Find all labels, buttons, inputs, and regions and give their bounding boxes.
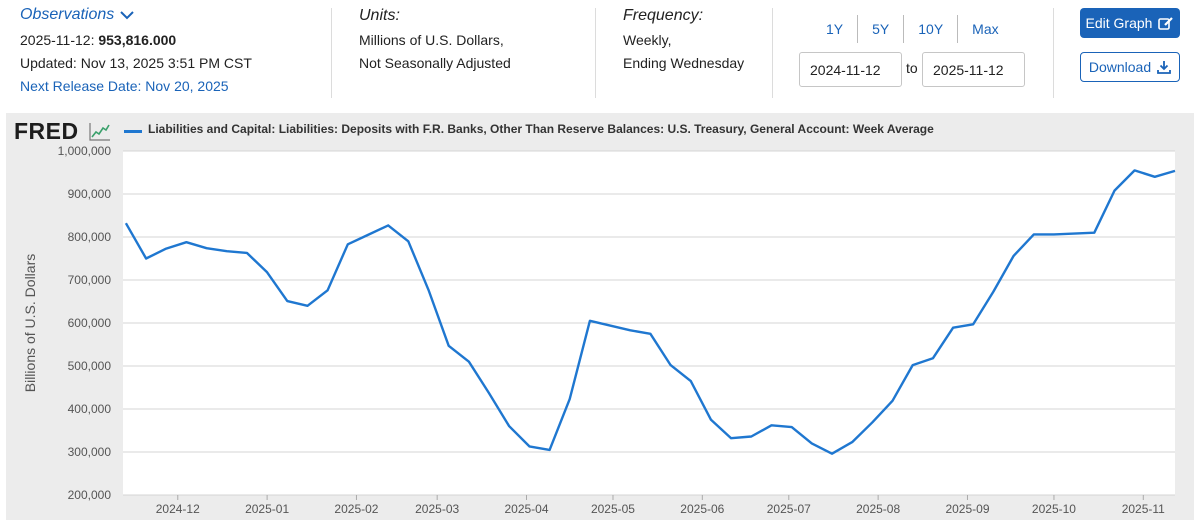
line-chart: Billions of U.S. Dollars 200,000 300,000 4… — [22, 144, 1176, 516]
y-tick-label: 700,000 — [68, 273, 112, 287]
range-max-button[interactable]: Max — [972, 21, 999, 37]
range-1y-button[interactable]: 1Y — [812, 15, 859, 43]
updated-text: Updated: Nov 13, 2025 3:51 PM CST — [20, 55, 252, 71]
legend-text: Liabilities and Capital: Liabilities: De… — [148, 122, 934, 136]
units-line-1: Millions of U.S. Dollars, — [359, 32, 504, 48]
frequency-block: Frequency: Weekly, Ending Wednesday — [623, 6, 744, 75]
divider — [1053, 8, 1054, 98]
y-tick-label: 300,000 — [68, 445, 112, 459]
start-date-input[interactable] — [799, 52, 902, 87]
end-date-input[interactable] — [922, 52, 1025, 87]
x-tick-label: 2025-11 — [1122, 502, 1165, 516]
divider — [772, 8, 773, 98]
observations-toggle[interactable]: Observations — [20, 6, 252, 24]
y-tick-label: 200,000 — [68, 488, 112, 502]
download-button[interactable]: Download — [1080, 52, 1180, 82]
latest-observation-date: 2025-11-12: — [20, 32, 95, 48]
frequency-line-2: Ending Wednesday — [623, 55, 745, 71]
y-tick-label: 1,000,000 — [58, 144, 112, 158]
edit-graph-button[interactable]: Edit Graph — [1080, 8, 1180, 38]
divider — [595, 8, 596, 98]
frequency-title: Frequency: — [623, 7, 704, 24]
next-release-link[interactable]: Next Release Date: Nov 20, 2025 — [20, 78, 229, 94]
x-tick-label: 2025-10 — [1032, 502, 1076, 516]
fred-logo: FRED — [14, 118, 79, 144]
fred-chart-icon — [89, 123, 110, 141]
observations-title: Observations — [20, 6, 115, 23]
latest-observation: 2025-11-12: 953,816.000 — [20, 29, 252, 52]
x-tick-label: 2025-09 — [945, 502, 989, 516]
download-icon — [1157, 61, 1172, 74]
range-5y-button[interactable]: 5Y — [858, 15, 905, 43]
edit-graph-label: Edit Graph — [1085, 15, 1153, 31]
y-tick-label: 600,000 — [68, 316, 112, 330]
x-tick-label: 2025-05 — [591, 502, 635, 516]
observations-block: Observations 2025-11-12: 953,816.000 Upd… — [20, 6, 252, 98]
range-10y-button[interactable]: 10Y — [904, 15, 959, 43]
units-block: Units: Millions of U.S. Dollars, Not Sea… — [359, 6, 511, 75]
x-tick-label: 2025-04 — [504, 502, 548, 516]
date-range-to-label: to — [906, 60, 918, 76]
legend-swatch — [124, 130, 142, 133]
x-tick-label: 2025-07 — [767, 502, 811, 516]
range-selector: 1Y 5Y 10Y Max — [812, 15, 1013, 43]
y-tick-label: 500,000 — [68, 359, 112, 373]
units-line-2: Not Seasonally Adjusted — [359, 55, 511, 71]
x-tick-label: 2025-03 — [415, 502, 459, 516]
observation-header: Observations 2025-11-12: 953,816.000 Upd… — [0, 0, 1199, 105]
x-tick-label: 2025-02 — [334, 502, 378, 516]
y-tick-label: 900,000 — [68, 187, 112, 201]
edit-icon — [1158, 16, 1174, 30]
download-label: Download — [1088, 59, 1152, 75]
y-tick-label: 800,000 — [68, 230, 112, 244]
units-title: Units: — [359, 7, 400, 24]
x-tick-label: 2025-06 — [680, 502, 724, 516]
latest-observation-value: 953,816.000 — [98, 32, 177, 48]
x-tick-label: 2025-01 — [245, 502, 289, 516]
x-tick-label: 2025-08 — [856, 502, 900, 516]
y-tick-label: 400,000 — [68, 402, 112, 416]
series-line — [124, 169, 1176, 455]
frequency-line-1: Weekly, — [623, 32, 672, 48]
chart-panel: FRED Liabilities and Capital: Liabilitie… — [6, 113, 1194, 520]
divider — [331, 8, 332, 98]
x-tick-label: 2024-12 — [156, 502, 200, 516]
chevron-down-icon — [120, 11, 134, 20]
y-axis-label: Billions of U.S. Dollars — [22, 254, 38, 393]
